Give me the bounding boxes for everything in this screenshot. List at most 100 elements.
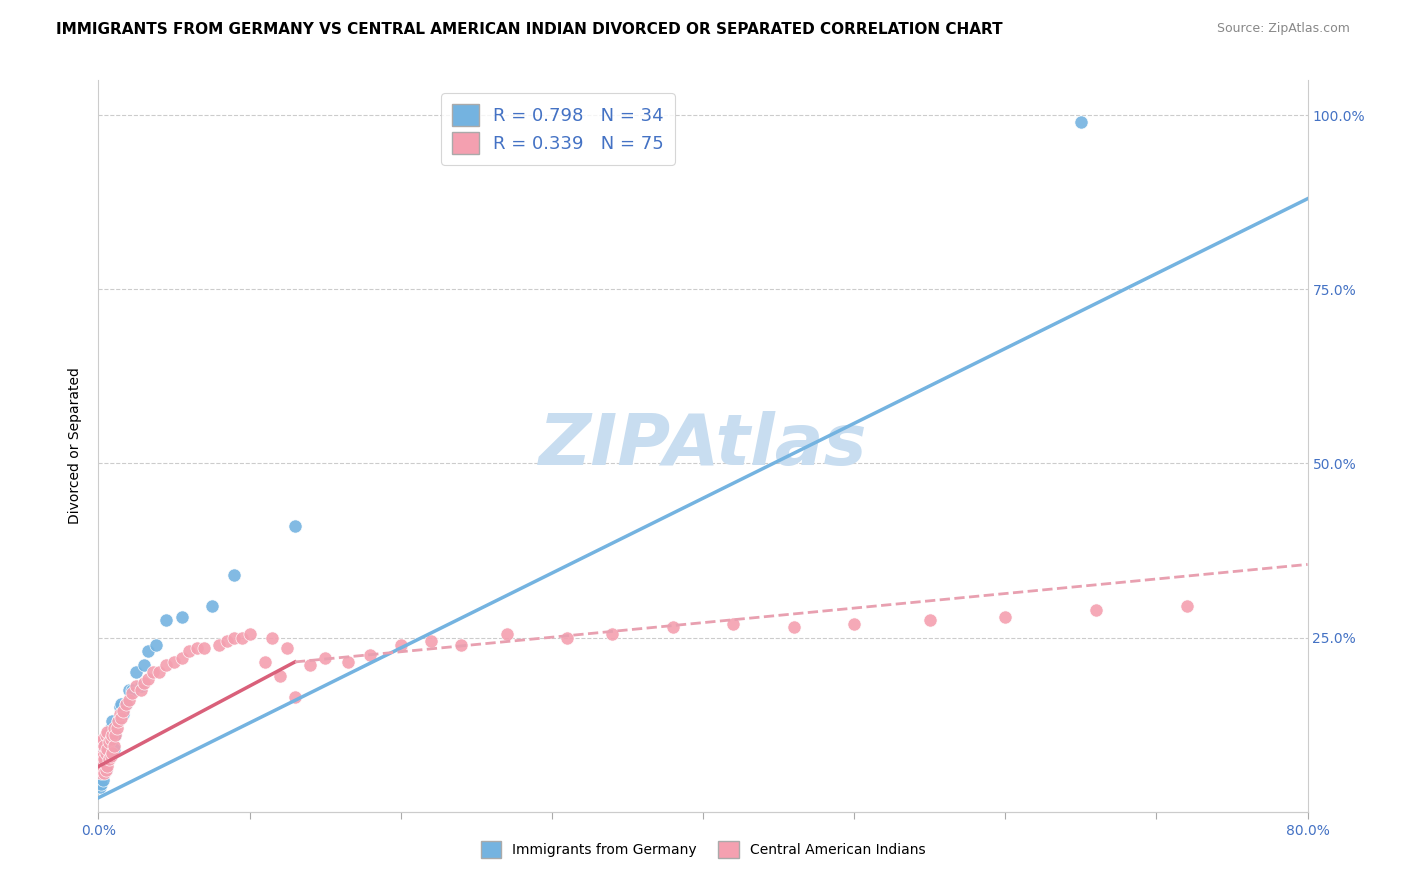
Text: IMMIGRANTS FROM GERMANY VS CENTRAL AMERICAN INDIAN DIVORCED OR SEPARATED CORRELA: IMMIGRANTS FROM GERMANY VS CENTRAL AMERI… — [56, 22, 1002, 37]
Point — [90, 777, 112, 791]
Point — [105, 721, 128, 735]
Point — [193, 640, 215, 655]
Point — [91, 749, 114, 764]
Point — [918, 613, 941, 627]
Point — [215, 634, 238, 648]
Legend: Immigrants from Germany, Central American Indians: Immigrants from Germany, Central America… — [475, 835, 931, 863]
Point — [93, 766, 115, 780]
Point — [101, 714, 124, 728]
Point — [299, 658, 322, 673]
Point — [90, 752, 112, 766]
Point — [129, 679, 152, 693]
Point — [844, 616, 866, 631]
Point — [111, 707, 134, 722]
Point — [136, 673, 159, 687]
Point — [1085, 603, 1108, 617]
Point — [114, 697, 136, 711]
Point — [98, 735, 121, 749]
Point — [723, 616, 745, 631]
Point — [179, 644, 201, 658]
Point — [94, 746, 117, 760]
Text: ZIPAtlas: ZIPAtlas — [538, 411, 868, 481]
Point — [96, 739, 118, 753]
Point — [101, 728, 124, 742]
Point — [276, 640, 298, 655]
Point — [96, 759, 118, 773]
Point — [224, 631, 246, 645]
Point — [103, 742, 125, 756]
Point — [186, 640, 208, 655]
Point — [994, 609, 1017, 624]
Point — [163, 655, 186, 669]
Point — [125, 665, 148, 680]
Point — [118, 682, 141, 697]
Point — [142, 665, 165, 680]
Point — [602, 627, 624, 641]
Point — [93, 739, 115, 753]
Point — [94, 731, 117, 746]
Point — [101, 746, 124, 760]
Point — [94, 763, 117, 777]
Point — [170, 651, 193, 665]
Point — [89, 780, 111, 795]
Point — [98, 746, 121, 760]
Point — [661, 620, 683, 634]
Point — [155, 658, 177, 673]
Point — [90, 735, 112, 749]
Point — [118, 693, 141, 707]
Point — [129, 682, 152, 697]
Point — [100, 731, 122, 746]
Point — [114, 697, 136, 711]
Point — [224, 567, 246, 582]
Point — [450, 638, 472, 652]
Point — [91, 731, 114, 746]
Point — [208, 638, 231, 652]
Point — [96, 724, 118, 739]
Point — [96, 742, 118, 756]
Point — [201, 599, 224, 614]
Point — [1070, 115, 1092, 129]
Point — [284, 519, 307, 533]
Point — [155, 613, 177, 627]
Point — [336, 655, 359, 669]
Point — [93, 752, 115, 766]
Point — [94, 763, 117, 777]
Point — [314, 651, 336, 665]
Point — [253, 655, 276, 669]
Point — [360, 648, 382, 662]
Point — [93, 739, 115, 753]
Point — [89, 735, 111, 749]
Point — [104, 728, 127, 742]
Point — [132, 676, 155, 690]
Point — [231, 631, 253, 645]
Point — [89, 766, 111, 780]
Point — [1175, 599, 1198, 614]
Point — [239, 627, 262, 641]
Point — [89, 763, 111, 777]
Point — [110, 697, 132, 711]
Point — [100, 749, 122, 764]
Point — [262, 631, 284, 645]
Point — [269, 669, 291, 683]
Point — [145, 638, 167, 652]
Point — [91, 763, 114, 777]
Point — [108, 700, 131, 714]
Point — [89, 749, 111, 764]
Point — [121, 682, 143, 697]
Y-axis label: Divorced or Separated: Divorced or Separated — [69, 368, 83, 524]
Point — [90, 766, 112, 780]
Point — [107, 714, 129, 728]
Point — [148, 665, 170, 680]
Point — [103, 739, 125, 753]
Point — [103, 721, 125, 735]
Point — [170, 609, 193, 624]
Point — [104, 728, 127, 742]
Point — [100, 721, 122, 735]
Point — [107, 714, 129, 728]
Point — [110, 711, 132, 725]
Point — [783, 620, 806, 634]
Point — [121, 686, 143, 700]
Point — [389, 638, 412, 652]
Point — [108, 707, 131, 722]
Point — [98, 752, 121, 766]
